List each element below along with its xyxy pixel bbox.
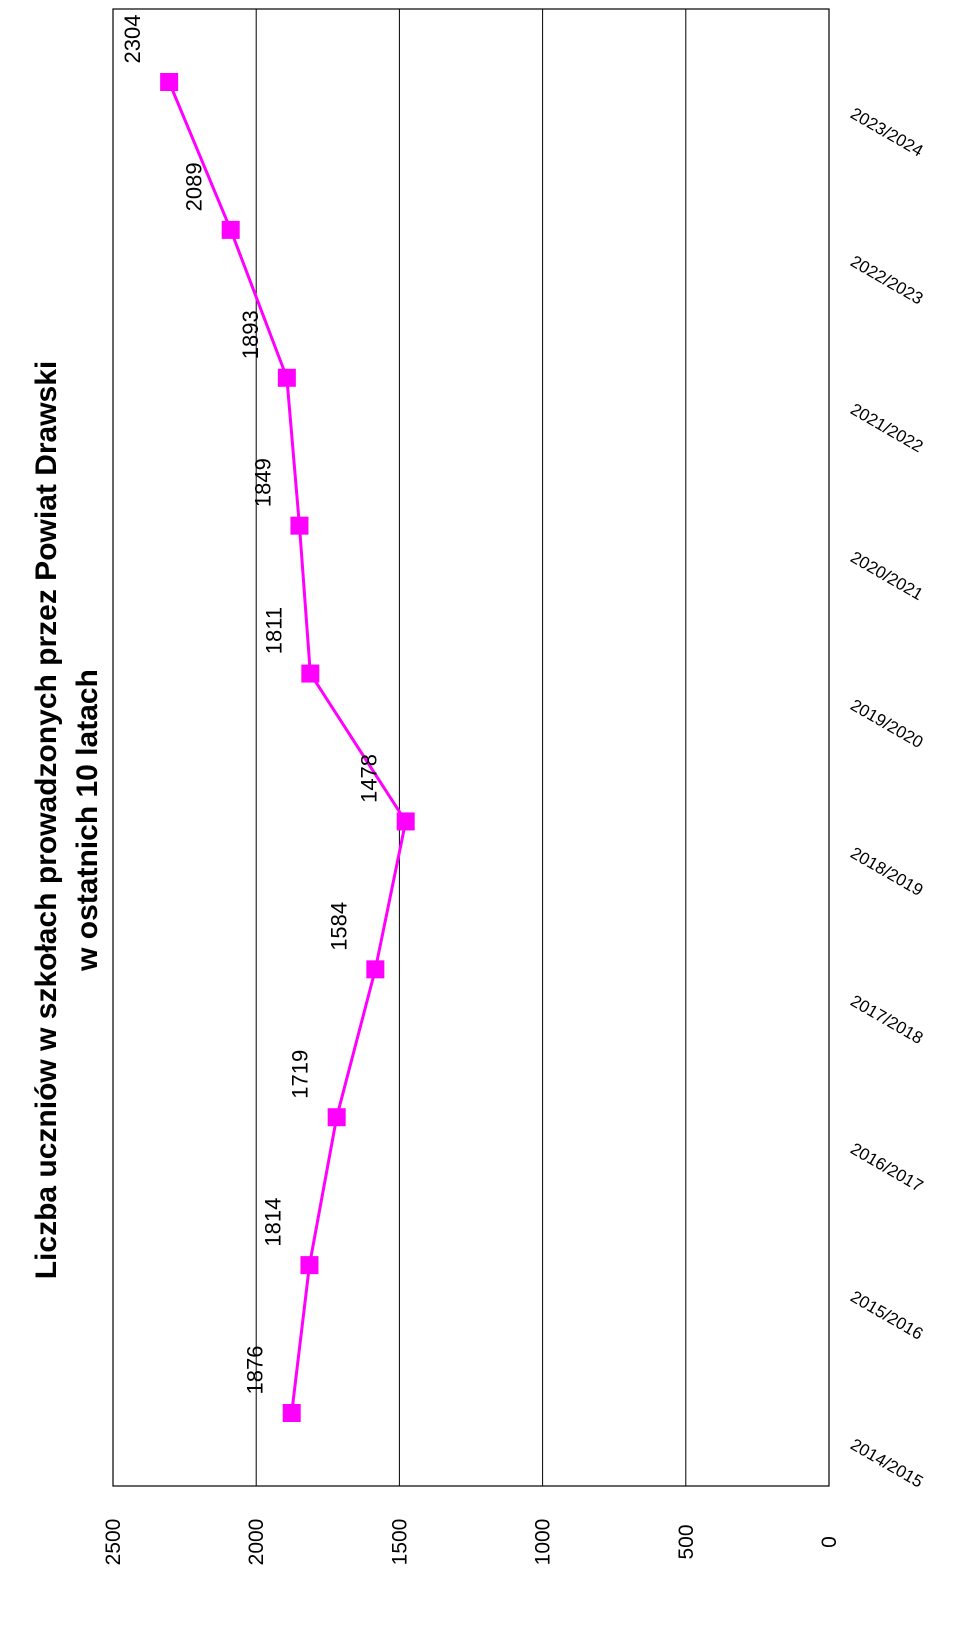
gridlines <box>255 9 687 1486</box>
chart-subtitle: w ostatnich 10 latach <box>71 669 104 972</box>
plot-border <box>112 8 830 1487</box>
value-tick-label: 0 <box>818 1536 841 1548</box>
series-markers <box>160 73 415 1422</box>
value-tick-label: 1000 <box>532 1519 555 1566</box>
category-tick-label: 2020/2021 <box>847 548 926 605</box>
data-label: 1849 <box>250 458 275 507</box>
category-axis-ticks: 2014/2015 2015/2016 2016/2017 2017/2018 2018… <box>847 104 926 1492</box>
plot-area: 1876 1814 1719 1584 1478 1811 1849 1893 2089 2304 <box>112 8 830 1487</box>
value-tick-label: 1500 <box>388 1519 411 1566</box>
value-tick-label: 2500 <box>102 1519 125 1566</box>
value-axis-ticks: 0 500 1000 1500 2000 2500 <box>102 1519 841 1566</box>
series-line <box>167 81 408 1414</box>
data-label: 1719 <box>288 1050 313 1099</box>
data-label: 1811 <box>261 607 286 654</box>
value-tick-label: 2000 <box>245 1519 268 1566</box>
data-label: 1814 <box>260 1198 285 1247</box>
category-tick-label: 2023/2024 <box>847 104 926 161</box>
category-tick-label: 2019/2020 <box>847 695 926 752</box>
category-tick-label: 2017/2018 <box>847 991 926 1048</box>
data-point-marker <box>277 368 296 387</box>
data-label: 1876 <box>243 1346 268 1395</box>
value-tick-label: 500 <box>675 1524 698 1559</box>
data-label: 2089 <box>182 162 207 211</box>
category-tick-label: 2014/2015 <box>847 1435 926 1492</box>
data-labels: 1876 1814 1719 1584 1478 1811 1849 1893 2089 2304 <box>120 15 382 1395</box>
data-label: 1584 <box>326 902 351 951</box>
data-point-marker <box>221 220 240 239</box>
data-point-marker <box>282 1404 301 1422</box>
category-tick-label: 2022/2023 <box>847 252 926 309</box>
data-point-marker <box>327 1108 346 1127</box>
data-point-marker <box>396 812 415 831</box>
category-tick-label: 2021/2022 <box>847 400 926 457</box>
category-tick-label: 2016/2017 <box>847 1139 926 1196</box>
data-point-marker <box>300 1256 319 1275</box>
category-tick-label: 2018/2019 <box>847 843 926 900</box>
data-point-marker <box>301 664 320 683</box>
data-label: 2304 <box>120 15 145 64</box>
chart-title: Liczba uczniów w szkołach prowadzonych p… <box>30 361 63 1280</box>
data-label: 1893 <box>238 310 263 359</box>
data-point-marker <box>290 516 309 535</box>
data-point-marker <box>366 960 385 979</box>
data-point-marker <box>160 73 179 91</box>
category-tick-label: 2015/2016 <box>847 1287 926 1344</box>
data-label: 1478 <box>357 754 382 803</box>
